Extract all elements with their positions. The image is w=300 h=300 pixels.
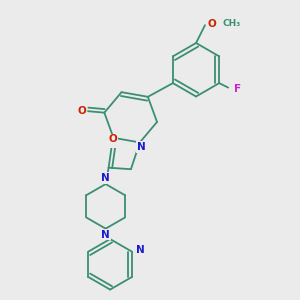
Text: N: N	[137, 142, 146, 152]
Text: N: N	[136, 245, 145, 255]
Text: N: N	[108, 137, 116, 147]
Text: N: N	[101, 173, 110, 183]
Text: CH₃: CH₃	[223, 20, 241, 28]
Text: O: O	[77, 106, 86, 116]
Text: N: N	[101, 230, 110, 240]
Text: F: F	[233, 84, 241, 94]
Text: O: O	[109, 134, 118, 145]
Text: O: O	[207, 19, 216, 29]
